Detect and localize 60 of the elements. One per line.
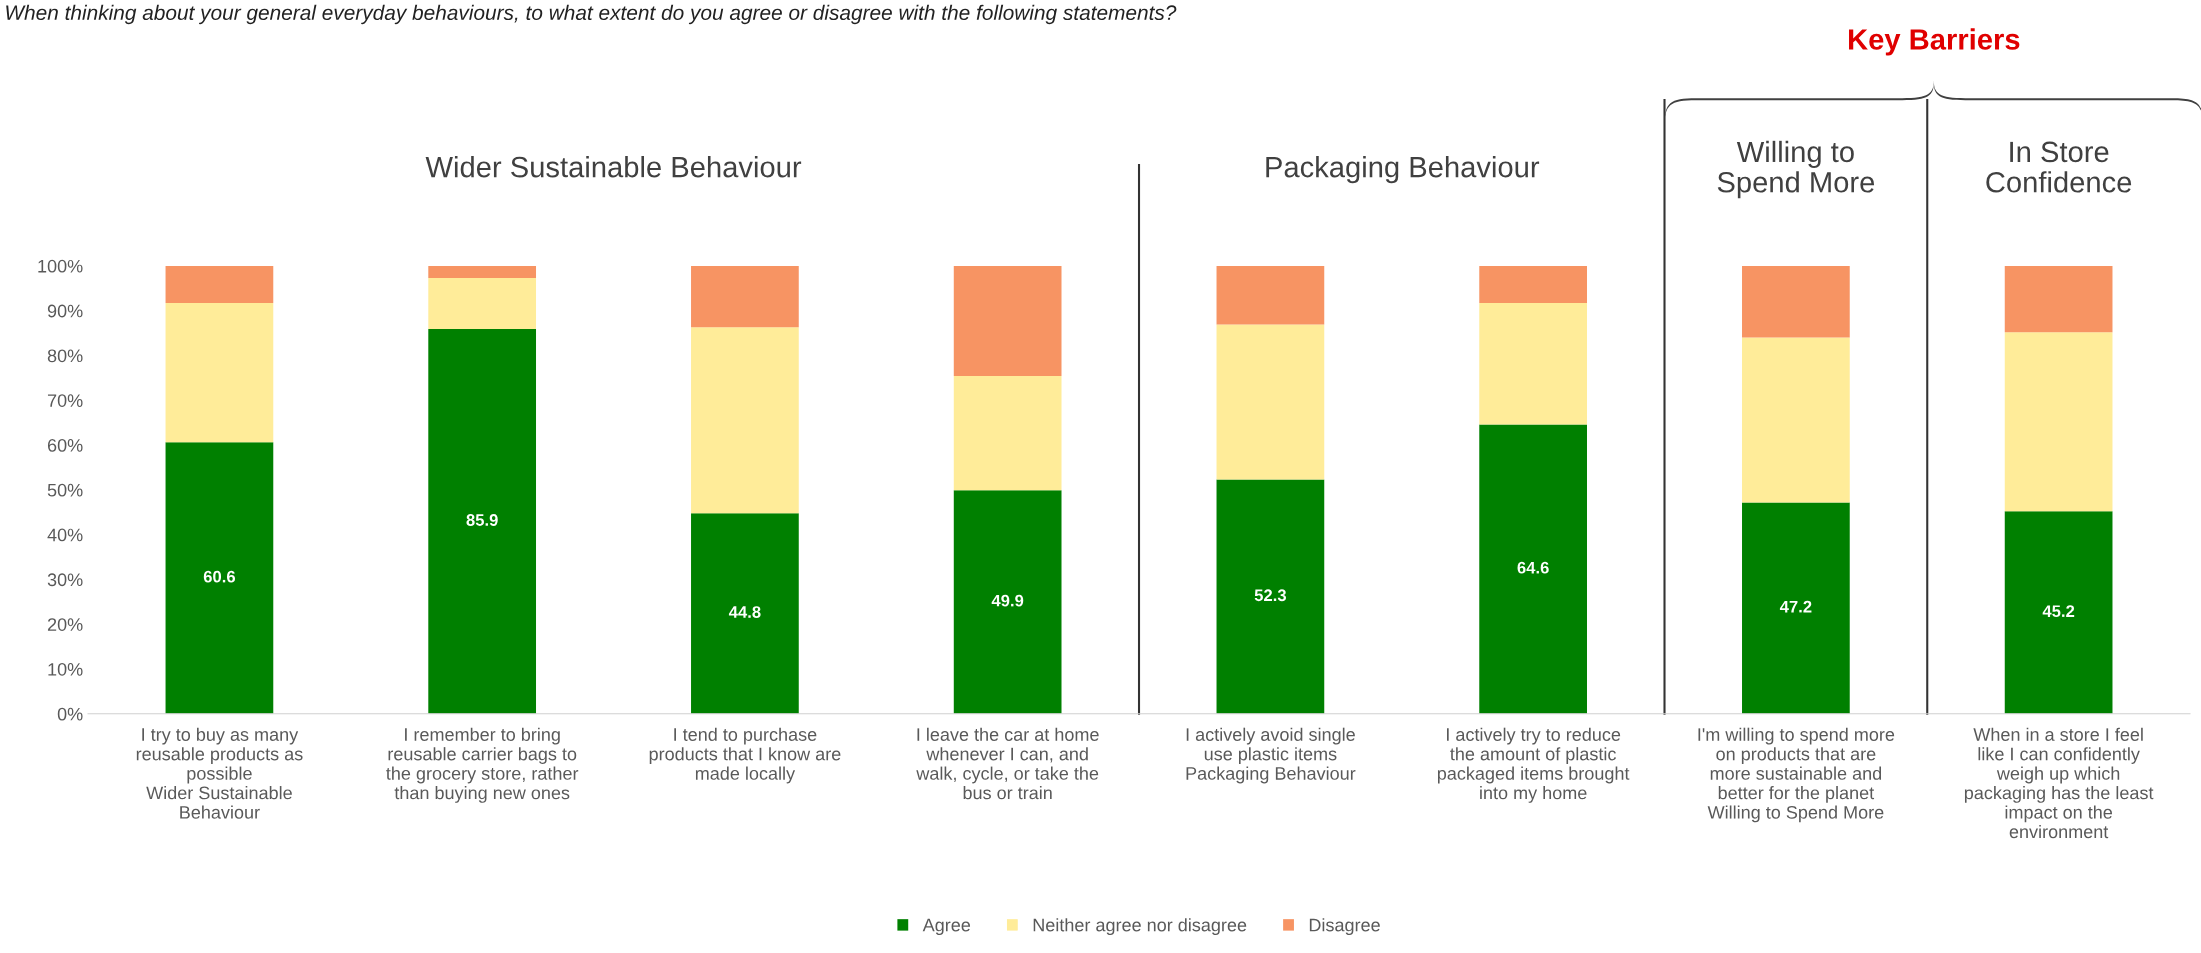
bar [1742,502,1850,714]
bar [2004,511,2113,714]
x-tick-label: I remember to bring reusable carrier bags to the grocery store, rather than buying new ones [386,727,579,803]
y-tick-label: 80% [47,349,83,363]
bar [1479,424,1587,714]
y-tick-label: 40% [47,528,83,542]
x-tick-label: I try to buy as many reusable products as possible Wider Sustainable Behaviour [136,727,303,819]
bar [428,277,537,330]
data-label: 45.2 [2042,605,2075,618]
x-tick-label: I actively try to reduce the amount of plastic packaged items brought into my home [1437,727,1630,803]
data-label: 60.6 [203,570,236,583]
bar [691,327,799,514]
bar [165,265,274,304]
x-tick-label: I actively avoid single use plastic items Packaging Behaviour [1186,727,1356,784]
text: In Store Confidence [1986,141,2132,193]
y-tick-label: 0% [57,707,83,721]
text: Willing to Spend More [1717,140,1875,199]
bar [953,265,1062,377]
x-tick-label: When in a store I feel like I can confidently weigh up which packaging has the least impact on the environment [1964,727,2154,839]
bar [691,265,799,328]
bar [2004,265,2113,333]
y-tick-label: 20% [47,618,83,631]
bar [691,513,799,714]
legend-label: Disagree [1309,918,1380,935]
y-tick-label: 90% [47,304,83,318]
bar [1216,324,1325,480]
bar [1216,479,1325,714]
bar [1479,303,1587,425]
legend-label: Agree [922,918,971,935]
bar [1479,265,1587,304]
data-label: 52.3 [1254,589,1287,602]
bar [953,376,1062,491]
data-label: 49.9 [991,594,1024,607]
bar [953,490,1062,714]
text: Packaging Behaviour [1266,155,1540,184]
y-tick-label: 50% [47,483,83,497]
bar [428,329,537,714]
bar [428,265,537,278]
bar [165,303,274,443]
text: Wider Sustainable Behaviour [425,155,802,178]
bar [165,442,274,714]
data-label: 47.2 [1779,600,1812,613]
data-label: 64.6 [1517,561,1549,574]
legend-label: Neither agree nor disagree [1033,918,1247,935]
bar [1742,337,1850,503]
bar [2004,332,2113,512]
y-tick-label: 10% [48,662,83,676]
y-tick-label: 60% [47,438,83,452]
x-tick-label: I'm willing to spend more on products that are more sustainable and better for the planet Willing to Spend More [1698,727,1895,823]
bar [1742,265,1850,338]
y-tick-label: 30% [47,573,83,587]
chart-title: When thinking about your general everyday behaviours, to what extent do you agree or disagree with the following statements? [6,4,1177,25]
y-tick-label: 100% [38,259,83,273]
data-label: 85.9 [466,514,498,526]
x-tick-label: I leave the car at home whenever I can, and walk, cycle, or take the bus or train [916,727,1099,800]
y-tick-label: 70% [47,394,83,407]
data-label: 44.8 [728,606,761,618]
x-tick-label: I tend to purchase products that I know are made locally [649,727,841,784]
bar [1216,265,1325,325]
text: Key Barriers [1849,28,2020,56]
